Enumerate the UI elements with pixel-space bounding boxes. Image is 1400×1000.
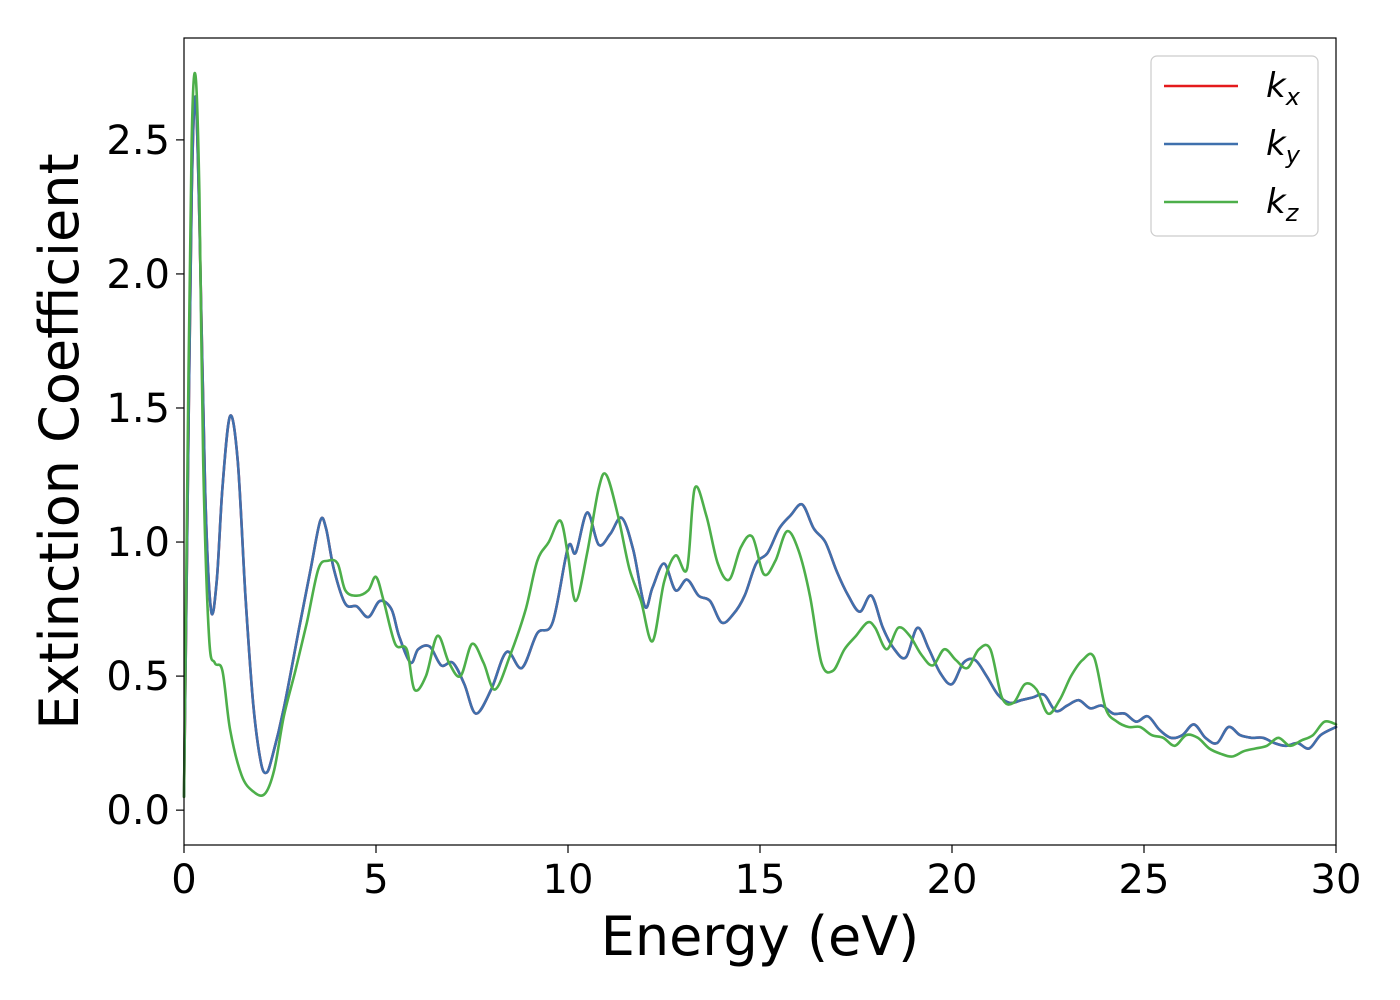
x-tick-label: 15 [735, 857, 786, 903]
legend: kx ky kz [1150, 55, 1319, 237]
y-axis-title: Extinction Coefficient [28, 153, 91, 729]
x-tick-label: 10 [543, 857, 594, 903]
legend-label-x: kx [1266, 66, 1301, 111]
series-line-k-y [182, 95, 1338, 798]
y-tick-label: 1.5 [106, 386, 170, 432]
series-layer [182, 71, 1338, 798]
y-tick-label: 0.5 [106, 654, 170, 700]
x-axis: 0 5 10 15 20 25 30 [171, 845, 1361, 903]
x-tick-label: 20 [927, 857, 978, 903]
y-tick-label: 1.0 [106, 520, 170, 566]
legend-label-y: ky [1266, 124, 1301, 169]
x-tick-label: 5 [363, 857, 388, 903]
x-tick-label: 0 [171, 857, 196, 903]
x-tick-label: 30 [1311, 857, 1362, 903]
y-axis: 0.0 0.5 1.0 1.5 2.0 2.5 [106, 118, 184, 834]
series-line-k-z [182, 71, 1338, 798]
y-tick-label: 2.0 [106, 252, 170, 298]
y-tick-label: 2.5 [106, 118, 170, 164]
x-tick-label: 25 [1119, 857, 1170, 903]
x-axis-title: Energy (eV) [601, 905, 920, 968]
legend-label-z: kz [1266, 182, 1300, 227]
legend-box [1150, 55, 1319, 237]
y-tick-label: 0.0 [106, 788, 170, 834]
